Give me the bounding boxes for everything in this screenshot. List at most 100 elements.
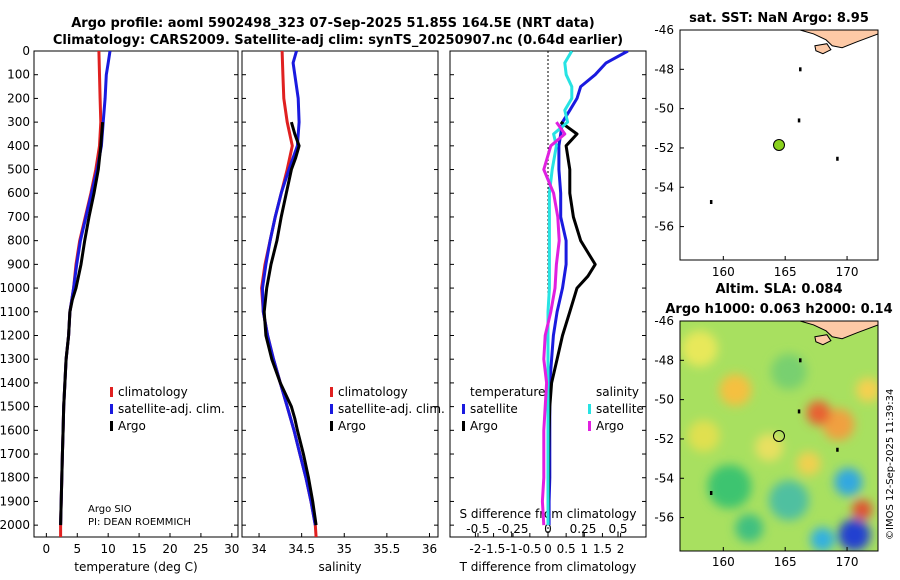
sst_map-ytick-label: -50 <box>654 102 674 116</box>
sla_map-field-patch <box>852 499 873 520</box>
difference-t-xtick-label: 2 <box>617 542 625 556</box>
salinity-axes-box <box>241 50 439 538</box>
sla_map-field-patch <box>768 480 809 521</box>
salinity-legend-argo-swatch <box>330 421 333 431</box>
sst_map-island <box>799 67 802 72</box>
temperature-xtick-label: 5 <box>73 542 81 556</box>
sst_map-xtick-label: 160 <box>712 265 735 279</box>
sla_map-island <box>836 447 839 452</box>
temperature-legend-climatology-label: climatology <box>118 385 188 399</box>
sla_map-axes-box <box>679 320 879 552</box>
sst_map-ytick-label: -54 <box>654 180 674 194</box>
sla_map-field-patch <box>735 514 764 542</box>
sla_map-field-patch <box>770 353 807 390</box>
sla_map-field <box>681 330 878 551</box>
sla_map-ytick-label: -46 <box>654 314 674 328</box>
temperature-ytick-label: 1100 <box>0 305 30 319</box>
sla_map-land-south-island <box>799 321 878 340</box>
temperature-line-climatology <box>59 51 103 537</box>
pi-label: PI: DEAN ROEMMICH <box>88 517 191 528</box>
sla_map-field-patch <box>822 408 855 441</box>
difference-s-xtick-label: -0.25 <box>497 522 528 536</box>
temperature-xtick-label: 15 <box>131 542 146 556</box>
sst_map-island <box>836 156 839 161</box>
salinity-line-argo <box>262 121 318 526</box>
sla_map-ytick-label: -48 <box>654 353 674 367</box>
temperature-axes-box <box>33 50 239 538</box>
sla_map-argo-marker <box>773 430 785 442</box>
temperature-ytick-label: 900 <box>7 257 30 271</box>
difference-t-xlabel: T difference from climatology <box>459 560 637 574</box>
temperature-xtick-label: 25 <box>193 542 208 556</box>
sla_map-ytick-label: -56 <box>654 511 674 525</box>
sla_map-field-patch <box>834 468 863 496</box>
salinity-line-satellite-adj--clim- <box>261 51 317 526</box>
temperature-ytick-label: 300 <box>7 115 30 129</box>
temperature-ytick-label: 200 <box>7 91 30 105</box>
temperature-ytick-label: 100 <box>7 68 30 82</box>
salinity-xtick-label: 34 <box>251 542 266 556</box>
temperature-ytick-label: 1900 <box>0 494 30 508</box>
sla_map-field-patch <box>856 378 878 402</box>
sst_map-ytick-label: -46 <box>654 23 674 37</box>
difference-t-xtick-label: -2 <box>469 542 481 556</box>
sst_map-ytick-label: -56 <box>654 220 674 234</box>
temperature-ytick-label: 600 <box>7 186 30 200</box>
difference-legend-temperature-title: temperature <box>470 385 545 399</box>
sla_map-land-stewart-island <box>814 334 832 346</box>
temperature-ytick-label: 500 <box>7 163 30 177</box>
difference-legend-t-satellite-swatch <box>462 404 465 414</box>
sst_map-xtick-label: 165 <box>774 265 797 279</box>
temperature-ytick-label: 1000 <box>0 281 30 295</box>
sla_map-field-patch <box>681 330 718 367</box>
temperature-ytick-label: 800 <box>7 234 30 248</box>
temperature-ytick-label: 1800 <box>0 471 30 485</box>
sst-map-title: sat. SST: NaN Argo: 8.95 <box>689 11 869 26</box>
salinity-xtick-label: 34.5 <box>288 542 315 556</box>
difference-t-xtick-label: 0 <box>544 542 552 556</box>
sla_map-island <box>799 358 802 363</box>
temperature-ytick-label: 1400 <box>0 376 30 390</box>
temperature-legend-satellite-swatch <box>110 404 113 414</box>
salinity-xtick-label: 35.5 <box>374 542 401 556</box>
difference-line-s-argo <box>540 121 567 526</box>
sst_map-ytick-label: -48 <box>654 62 674 76</box>
salinity-xtick-label: 35 <box>337 542 352 556</box>
temperature-ytick-label: 1600 <box>0 423 30 437</box>
sla_map-ytick-label: -52 <box>654 432 674 446</box>
difference-line-s-satellite <box>546 51 574 526</box>
sst_map-ytick-label: -52 <box>654 141 674 155</box>
sla_map-map-area <box>680 321 878 551</box>
temperature-ytick-label: 0 <box>22 44 30 58</box>
difference-t-xtick-label: -1 <box>506 542 518 556</box>
difference-t-xtick-label: 0.5 <box>557 542 576 556</box>
salinity-legend-climatology-label: climatology <box>338 385 408 399</box>
temperature-line-argo <box>59 121 105 526</box>
sst_map-land-stewart-island <box>814 43 832 55</box>
temperature-xtick-label: 30 <box>224 542 239 556</box>
sla_map-field-patch <box>707 464 752 509</box>
temperature-xtick-label: 0 <box>43 542 51 556</box>
sla_map-field-patch <box>838 518 871 551</box>
temperature-legend-argo-swatch <box>110 421 113 431</box>
sla_map-island <box>709 491 713 496</box>
temperature-xtick-label: 10 <box>101 542 116 556</box>
sla_map-field-patch <box>806 401 831 425</box>
difference-legend-t-argo-label: Argo <box>470 419 498 433</box>
sst_map-axes-box <box>679 29 879 261</box>
sla_map-field-patch <box>810 527 835 551</box>
temperature-legend-climatology-swatch <box>110 387 113 397</box>
difference-s-xtick-label: 0 <box>544 522 552 536</box>
temperature-legend-argo-label: Argo <box>118 419 146 433</box>
difference-legend-s-satellite-swatch <box>588 404 591 414</box>
sla_map-field-patch <box>755 433 784 462</box>
difference-t-xtick-label: 1.5 <box>593 542 612 556</box>
difference-t-xtick-label: -1.5 <box>482 542 505 556</box>
sst_map-xtick-label: 170 <box>836 265 859 279</box>
temperature-legend-satellite-label: satellite-adj. clim. <box>118 402 225 416</box>
temperature-ytick-label: 1300 <box>0 352 30 366</box>
sla_map-field-patch <box>719 374 752 406</box>
sla_map-xtick-label: 160 <box>712 555 735 569</box>
difference-legend-s-satellite-label: satellite <box>596 402 644 416</box>
